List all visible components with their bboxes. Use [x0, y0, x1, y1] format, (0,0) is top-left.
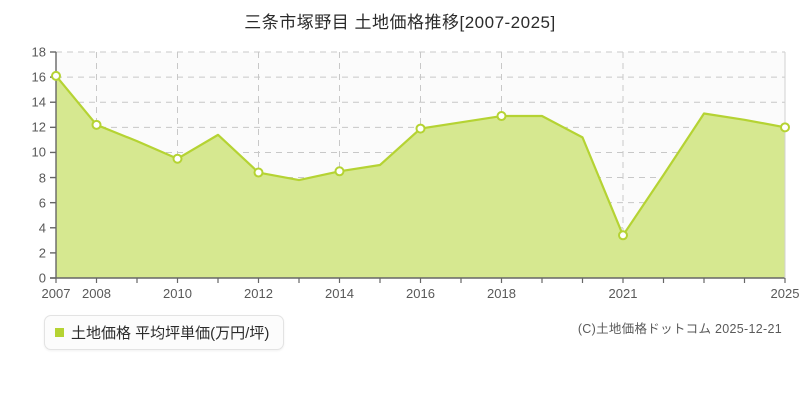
- data-point-marker: [780, 122, 790, 133]
- x-axis-tick-label: 2016: [406, 286, 435, 301]
- legend-label: 土地価格 平均坪単価(万円/坪): [71, 325, 270, 342]
- y-axis-tick-label: 0: [38, 270, 46, 286]
- chart-title: 三条市塚野目 土地価格推移[2007-2025]: [0, 8, 800, 33]
- legend-swatch-icon: [55, 328, 64, 337]
- x-axis-tick-label: 2021: [608, 286, 638, 301]
- y-axis-tick-label: 14: [31, 94, 46, 110]
- chart-title-range: [2007-2025]: [459, 13, 556, 32]
- x-axis-tick-label: 2010: [163, 286, 192, 301]
- x-axis-tick-label: 2008: [82, 286, 111, 301]
- data-point-marker: [91, 119, 102, 130]
- x-axis-tick-label: 2007: [41, 286, 71, 301]
- y-axis-tick-label: 6: [38, 195, 46, 211]
- y-axis-tick-label: 2: [38, 245, 46, 261]
- data-point-marker: [253, 167, 264, 178]
- y-axis-tick-label: 12: [31, 119, 46, 135]
- y-axis-tick-label: 8: [38, 170, 46, 186]
- area-fill: [56, 75, 785, 278]
- x-axis-tick-label: 2025: [770, 286, 800, 301]
- y-axis-tick-label: 16: [31, 69, 46, 85]
- data-point-marker: [415, 123, 426, 134]
- y-axis-tick-label: 18: [31, 44, 46, 60]
- data-point-marker: [334, 166, 345, 177]
- chart-title-main: 三条市塚野目 土地価格推移: [244, 13, 460, 32]
- y-axis-tick-label: 10: [31, 144, 46, 160]
- y-axis-tick-label: 4: [38, 220, 46, 236]
- copyright-text: (C)土地価格ドットコム 2025-12-21: [577, 322, 782, 336]
- data-point-marker: [618, 230, 628, 241]
- data-point-marker: [496, 111, 507, 122]
- x-axis-tick-label: 2012: [244, 286, 273, 301]
- data-point-marker: [172, 153, 183, 164]
- data-point-marker: [51, 70, 61, 81]
- x-axis-tick-label: 2014: [325, 286, 354, 301]
- chart-legend: 土地価格 平均坪単価(万円/坪): [44, 315, 285, 350]
- x-axis-tick-label: 2018: [487, 286, 516, 301]
